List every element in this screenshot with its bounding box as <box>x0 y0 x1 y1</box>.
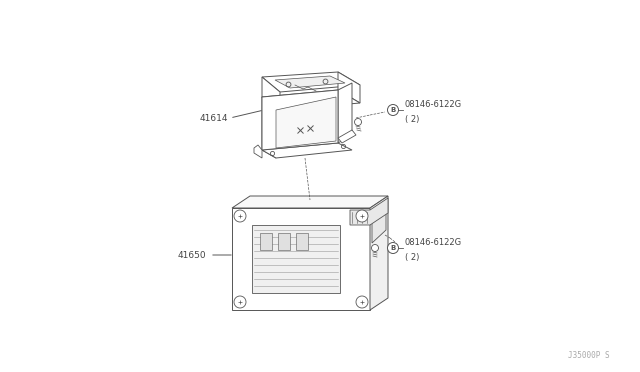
Polygon shape <box>276 97 336 148</box>
Polygon shape <box>232 208 370 310</box>
Polygon shape <box>350 198 388 225</box>
Circle shape <box>356 296 368 308</box>
Text: 41650: 41650 <box>178 250 207 260</box>
Circle shape <box>355 119 362 125</box>
Polygon shape <box>262 90 360 110</box>
Text: J35000P S: J35000P S <box>568 351 610 360</box>
Polygon shape <box>232 196 388 208</box>
Polygon shape <box>254 145 262 158</box>
Polygon shape <box>262 90 338 150</box>
Polygon shape <box>252 225 340 293</box>
Circle shape <box>371 244 378 251</box>
Polygon shape <box>262 72 360 92</box>
Text: 08146-6122G: 08146-6122G <box>405 100 462 109</box>
Polygon shape <box>370 196 388 310</box>
Polygon shape <box>338 72 360 103</box>
Polygon shape <box>275 76 345 88</box>
Polygon shape <box>372 200 386 243</box>
Text: B: B <box>390 245 396 251</box>
Text: 41614: 41614 <box>200 113 228 122</box>
Text: ( 2): ( 2) <box>405 115 419 124</box>
Polygon shape <box>262 143 352 158</box>
Circle shape <box>234 210 246 222</box>
Circle shape <box>234 296 246 308</box>
Text: ( 2): ( 2) <box>405 253 419 262</box>
Text: 08146-6122G: 08146-6122G <box>405 238 462 247</box>
Polygon shape <box>296 233 308 250</box>
Polygon shape <box>262 97 276 158</box>
Polygon shape <box>278 233 290 250</box>
Polygon shape <box>260 233 272 250</box>
Text: B: B <box>390 107 396 113</box>
Circle shape <box>356 210 368 222</box>
Polygon shape <box>338 130 356 143</box>
Polygon shape <box>338 83 352 143</box>
Polygon shape <box>262 77 280 110</box>
Circle shape <box>387 105 399 115</box>
Circle shape <box>387 243 399 253</box>
